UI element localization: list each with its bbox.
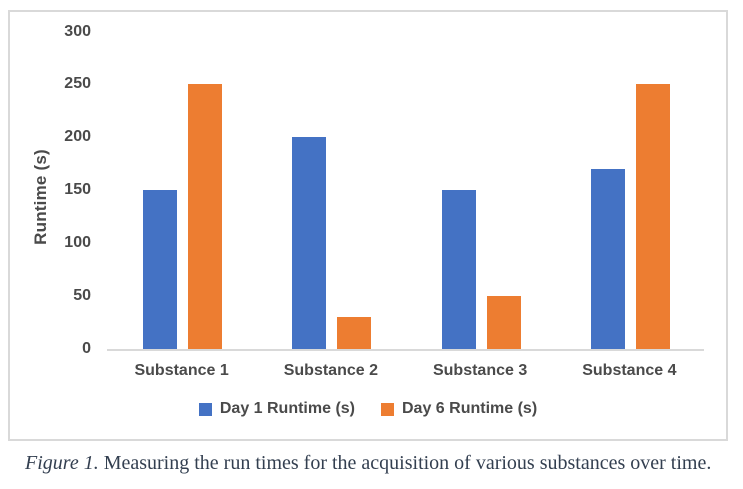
legend-item-day-6: Day 6 Runtime (s) bbox=[381, 400, 537, 418]
legend: Day 1 Runtime (s) Day 6 Runtime (s) bbox=[10, 400, 726, 418]
y-tick-label: 100 bbox=[64, 234, 91, 252]
x-axis-label-substance-3: Substance 3 bbox=[432, 362, 528, 379]
bar-day-6-substance-2 bbox=[337, 317, 372, 349]
bar-day-1-substance-3 bbox=[441, 190, 476, 349]
x-axis-line bbox=[107, 349, 704, 351]
y-tick-label: 300 bbox=[64, 22, 91, 40]
y-tick-label: 150 bbox=[64, 181, 91, 199]
legend-label: Day 1 Runtime (s) bbox=[219, 400, 355, 417]
bar-day-6-substance-4 bbox=[635, 84, 670, 349]
y-tick-label: 50 bbox=[73, 287, 91, 305]
plot-area: 0 50 100 150 200 250 300 Substance 1 Substance 2… bbox=[10, 12, 726, 439]
figure-caption-label: Figure 1. bbox=[25, 452, 99, 474]
legend-item-day-1: Day 1 Runtime (s) bbox=[198, 400, 355, 418]
legend-label: Day 6 Runtime (s) bbox=[402, 400, 538, 417]
x-axis-label-substance-1: Substance 1 bbox=[134, 362, 229, 379]
y-tick-label: 200 bbox=[64, 128, 91, 146]
x-axis-label-substance-4: Substance 4 bbox=[582, 362, 677, 379]
bar-day-1-substance-4 bbox=[590, 169, 625, 349]
y-tick-label: 0 bbox=[82, 340, 91, 357]
bar-day-1-substance-1 bbox=[143, 190, 177, 349]
legend-marker-icon bbox=[198, 402, 212, 416]
figure-caption-text: Measuring the run times for the acquisit… bbox=[98, 452, 712, 474]
bar-day-1-substance-2 bbox=[292, 137, 327, 349]
y-tick-label: 250 bbox=[64, 75, 91, 93]
chart-frame: Runtime (s) 0 50 100 150 200 250 300 Substance … bbox=[8, 10, 728, 441]
figure-caption: Figure 1. Measuring the run times for th… bbox=[25, 450, 730, 476]
bar-day-6-substance-3 bbox=[486, 296, 521, 349]
bar-day-6-substance-1 bbox=[188, 84, 222, 349]
legend-marker-icon bbox=[381, 402, 394, 416]
x-axis-label-substance-2: Substance 2 bbox=[283, 362, 378, 379]
